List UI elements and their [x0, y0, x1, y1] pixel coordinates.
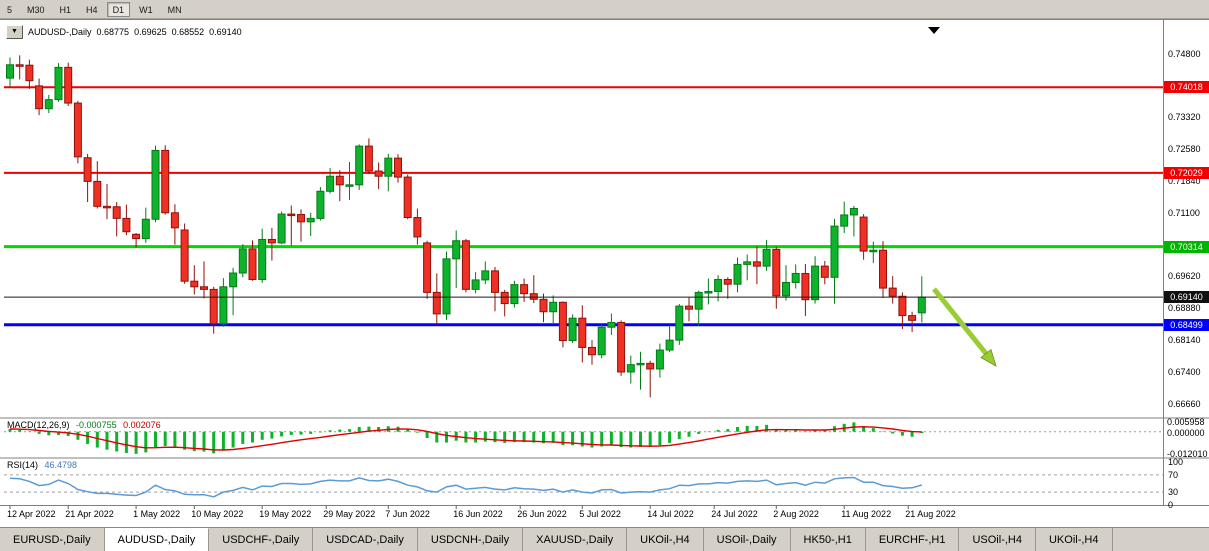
timeframe-button-W1[interactable]: W1 [139, 4, 153, 15]
chart-tab-EURCHF-,H1[interactable]: EURCHF-,H1 [865, 528, 960, 551]
timeframe-button-5[interactable]: 5 [7, 4, 13, 15]
timeframe-button-D1[interactable]: D1 [106, 1, 131, 17]
chart-tab-USDCHF-,Daily[interactable]: USDCHF-,Daily [209, 528, 314, 551]
chart-tab-USOil-,Daily[interactable]: USOil-,Daily [703, 528, 791, 551]
timeframe-toolbar: 5 M30 H1 H4 D1 W1 MN [0, 0, 1209, 19]
timeframe-button-H1[interactable]: H1 [59, 4, 72, 15]
chart-tab-AUDUSD-,Daily[interactable]: AUDUSD-,Daily [104, 528, 210, 551]
chart-window[interactable] [0, 19, 1209, 527]
chart-tabbar: EURUSD-,Daily AUDUSD-,Daily USDCHF-,Daily U… [0, 527, 1209, 551]
chart-tab-HK50-,H1[interactable]: HK50-,H1 [790, 528, 866, 551]
chart-tab-USOil-,H4[interactable]: USOil-,H4 [959, 528, 1036, 551]
timeframe-button-MN[interactable]: MN [167, 4, 182, 15]
chart-tab-UKOil-,H4[interactable]: UKOil-,H4 [1035, 528, 1113, 551]
chart-tab-USDCNH-,Daily[interactable]: USDCNH-,Daily [417, 528, 524, 551]
chart-tab-USDCAD-,Daily[interactable]: USDCAD-,Daily [313, 528, 418, 551]
chevron-down-icon[interactable]: ▼ [6, 25, 23, 39]
chart-tab-UKOil-,H4[interactable]: UKOil-,H4 [627, 528, 704, 551]
chart-tab-EURUSD-,Daily[interactable]: EURUSD-,Daily [0, 528, 105, 551]
chart-tab-XAUUSD-,Daily[interactable]: XAUUSD-,Daily [523, 528, 628, 551]
timeframe-button-M30[interactable]: M30 [27, 4, 45, 15]
timeframe-button-H4[interactable]: H4 [86, 4, 98, 15]
